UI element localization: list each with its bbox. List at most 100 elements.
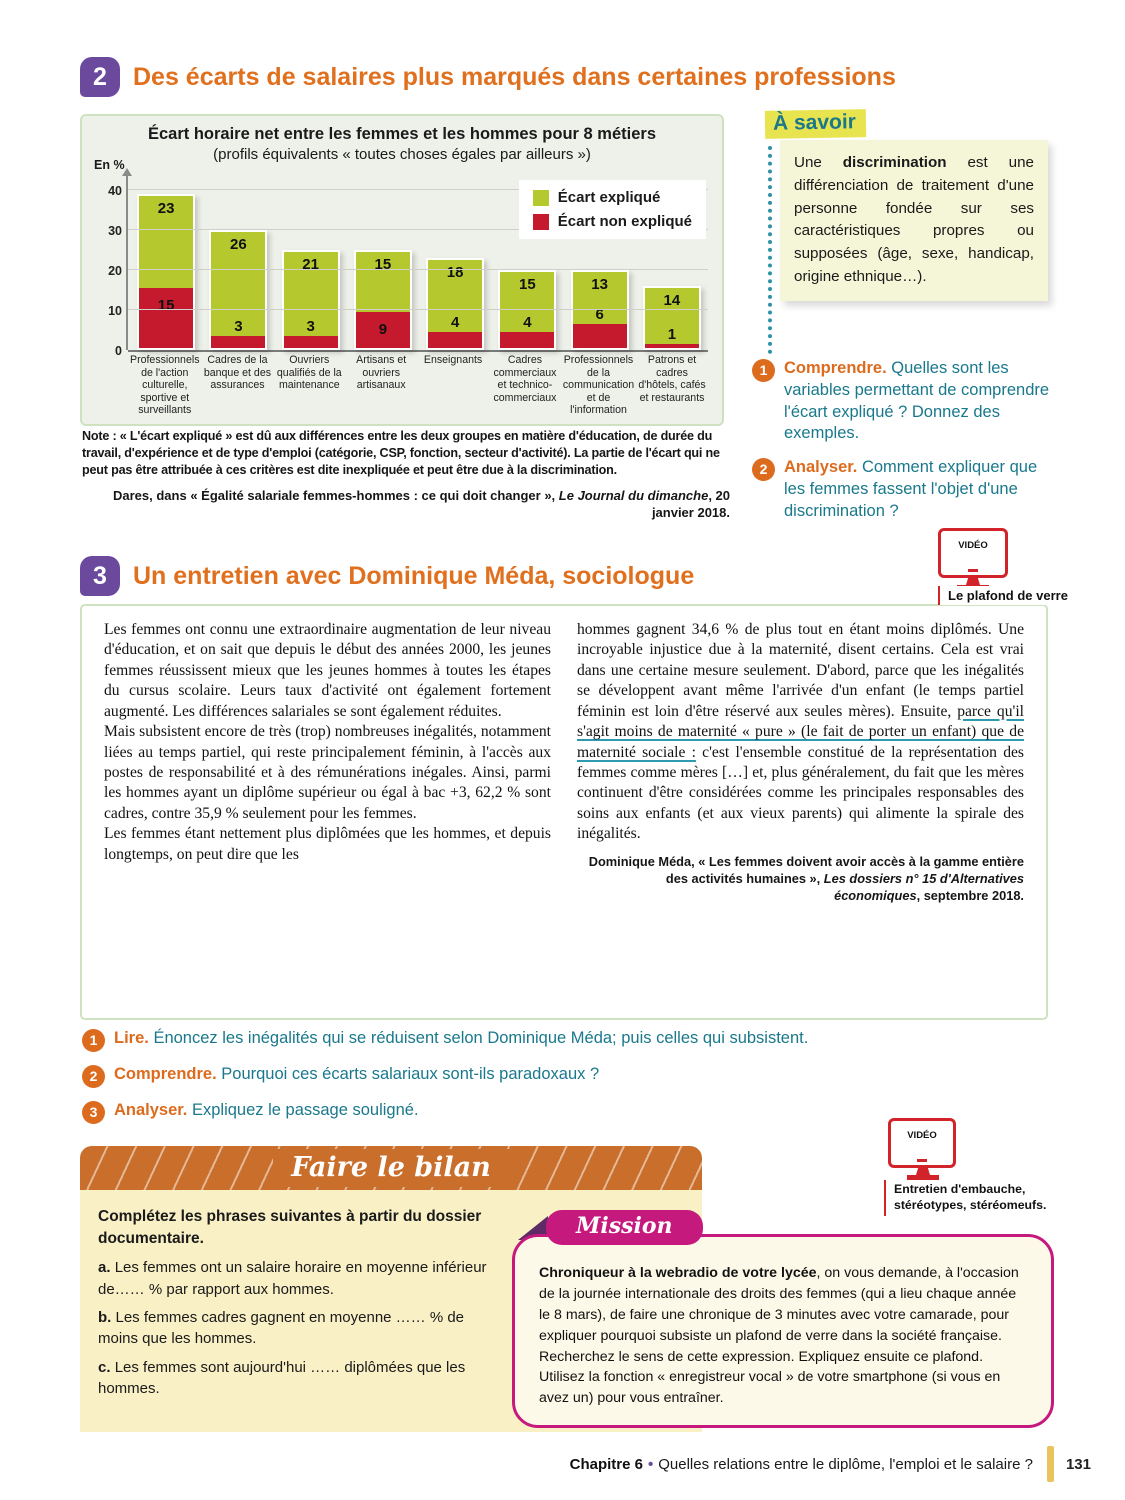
unexplained-value-label: 15 <box>157 297 175 314</box>
monitor-stand-icon <box>916 1168 930 1175</box>
video1-caption: Le plafond de verre <box>938 586 1072 605</box>
section3-number-badge: 3 <box>80 556 120 596</box>
chart-bars: 23 15 26 3 21 3 15 9 18 4 15 4 13 6 14 1 <box>130 182 708 350</box>
category-label: Professionnels de l'action culturelle, s… <box>130 354 200 416</box>
bar-group: 21 3 <box>275 182 347 350</box>
source-text: Dominique Méda, « Les femmes doivent avo… <box>588 853 1024 886</box>
category-label: Professionnels de la communication et de… <box>562 354 635 416</box>
stacked-bar: 15 4 <box>498 270 557 350</box>
question-number-badge: 1 <box>82 1029 105 1052</box>
bilan-item: c. Les femmes sont aujourd'hui …… diplôm… <box>98 1358 466 1397</box>
question-text: Comprendre. Quelles sont les variables p… <box>784 359 1050 443</box>
unexplained-value-label: 1 <box>667 326 677 343</box>
question-verb: Lire. <box>114 1029 154 1047</box>
explained-segment <box>139 196 194 288</box>
question-number-badge: 2 <box>752 458 775 482</box>
mission-label: Mission <box>546 1210 703 1245</box>
unexplained-value-label: 3 <box>234 318 243 335</box>
footer-title: Quelles relations entre le diplôme, l'em… <box>658 1455 1033 1473</box>
mission-body: , on vous demande, à l'occasion de la jo… <box>539 1265 1019 1407</box>
page-number: 131 <box>1065 1455 1091 1473</box>
stacked-bar: 23 15 <box>137 194 196 350</box>
unexplained-segment <box>139 288 194 348</box>
source-journal: Les dossiers n° 15 d'Alternatives économ… <box>823 870 1024 904</box>
question-number-badge: 3 <box>82 1101 105 1124</box>
explained-value-label: 14 <box>663 292 681 309</box>
underlined-passage: parce qu'il s'agit moins de maternité « … <box>577 702 1024 761</box>
question-text: Lire. Énoncez les inégalités qui se rédu… <box>114 1029 809 1047</box>
legend-swatch-explained <box>532 189 549 206</box>
paragraph: Les femmes étant nettement plus diplômée… <box>104 825 551 863</box>
question-verb: Comprendre. <box>114 1065 222 1083</box>
y-tick-label: 20 <box>108 264 122 278</box>
section3-title: Un entretien avec Dominique Méda, sociol… <box>133 562 695 590</box>
chart-categories: Professionnels de l'action culturelle, s… <box>128 354 708 417</box>
legend-item: Écart non expliqué <box>532 213 692 230</box>
video-monitor-icon[interactable]: VIDÉO <box>888 1118 956 1168</box>
a-savoir-label: À savoir <box>764 109 867 139</box>
chart-unit-label: En % <box>94 158 125 172</box>
category-label: Patrons et cadres d'hôtels, cafés et res… <box>638 354 706 404</box>
video2-widget[interactable]: VIDÉO <box>888 1118 958 1180</box>
gridline <box>128 189 708 190</box>
question-text: Comprendre. Pourquoi ces écarts salariau… <box>114 1065 600 1083</box>
explained-value-label: 21 <box>302 256 319 273</box>
question-item: 2 Comprendre. Pourquoi ces écarts salaria… <box>82 1064 1002 1088</box>
section2-title: Des écarts de salaires plus marqués dans… <box>133 63 896 91</box>
doc2-questions: 1 Comprendre. Quelles sont les variables … <box>752 358 1052 534</box>
stacked-bar: 21 3 <box>281 250 340 350</box>
question-item: 1 Comprendre. Quelles sont les variables … <box>752 358 1052 445</box>
section2-header: 2 Des écarts de salaires plus marqués da… <box>80 57 896 97</box>
paragraph: hommes gagnent 34,6 % de plus tout en ét… <box>577 620 1024 845</box>
explained-segment <box>355 252 410 312</box>
chart-legend: Écart expliqué Écart non expliqué <box>518 180 706 239</box>
section2-number-badge: 2 <box>80 57 120 97</box>
video1-widget[interactable]: VIDÉO <box>938 528 1008 590</box>
wage-gap-chart: Écart horaire net entre les femmes et le… <box>80 114 724 426</box>
stacked-bar: 18 4 <box>426 258 485 350</box>
chart-source: Dares, dans « Égalité salariale femmes-h… <box>82 488 730 522</box>
legend-label: Écart non expliqué <box>557 213 692 230</box>
paragraph-text: c'est l'ensemble constitué de la représe… <box>577 743 1024 843</box>
unexplained-value-label: 4 <box>523 314 532 331</box>
doc-column-left: Les femmes ont connu une extraordinaire … <box>104 620 551 1004</box>
category-label: Enseignants <box>423 354 483 366</box>
category-label: Ouvriers qualifiés de la maintenance <box>276 354 342 391</box>
category-label: Artisans et ouvriers artisanaux <box>356 354 407 391</box>
chart-note: Note : « L'écart expliqué » est dû aux d… <box>82 429 720 477</box>
question-text: Analyser. Comment expliquer que les femm… <box>784 458 1038 520</box>
y-tick-label: 10 <box>108 304 122 318</box>
paragraph-text: hommes gagnent 34,6 % de plus tout en ét… <box>577 621 1024 720</box>
video-monitor-icon[interactable]: VIDÉO <box>938 528 1008 578</box>
bar-group: 13 6 <box>564 182 636 350</box>
explained-segment <box>500 272 555 332</box>
unexplained-segment <box>500 332 555 348</box>
mission-lead: Chroniqueur à la webradio de votre lycée <box>539 1265 817 1281</box>
bar-group: 23 15 <box>130 182 202 350</box>
interview-source: Dominique Méda, « Les femmes doivent avo… <box>577 853 1024 905</box>
chart-title: Écart horaire net entre les femmes et le… <box>147 125 657 143</box>
unexplained-value-label: 6 <box>595 306 604 323</box>
monitor-base-icon <box>907 1175 939 1180</box>
dotted-rule <box>768 146 772 354</box>
explained-value-label: 26 <box>230 236 247 253</box>
source-journal: Le Journal du dimanche <box>558 488 709 503</box>
bilan-banner: Faire le bilan <box>80 1146 702 1190</box>
bar-group: 26 3 <box>202 182 274 350</box>
legend-swatch-unexplained <box>532 213 549 230</box>
definition-text: Une <box>794 154 843 171</box>
bar-group: 15 9 <box>347 182 419 350</box>
question-verb: Analyser. <box>784 458 862 477</box>
explained-segment <box>428 260 483 332</box>
unexplained-segment <box>283 336 338 348</box>
chart-plot: 23 15 26 3 21 3 15 9 18 4 15 4 13 6 14 1 0 10 20 30 40 <box>108 168 708 358</box>
explained-segment <box>644 288 699 344</box>
question-number-badge: 2 <box>82 1065 105 1088</box>
footer-bullet: • <box>647 1455 654 1473</box>
explained-value-label: 23 <box>157 200 175 217</box>
unexplained-segment <box>211 336 266 348</box>
mission-text: Chroniqueur à la webradio de votre lycée… <box>539 1263 1027 1409</box>
footer-gold-bar <box>1046 1446 1054 1482</box>
y-axis-line <box>126 174 128 350</box>
doc3-questions: 1 Lire. Énoncez les inégalités qui se réd… <box>82 1028 1002 1136</box>
